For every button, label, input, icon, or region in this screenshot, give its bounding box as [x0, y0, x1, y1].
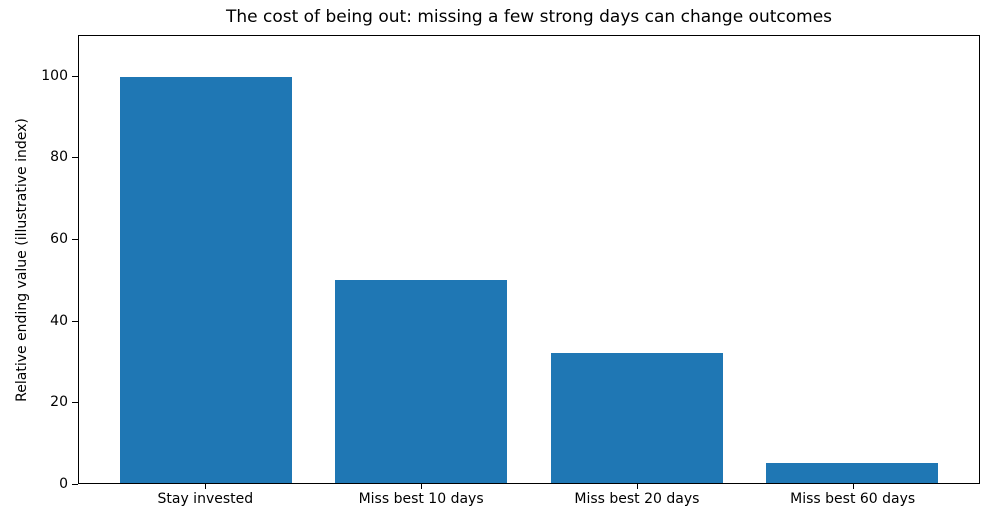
x-tick-label-miss-best-60-days: Miss best 60 days — [790, 491, 916, 507]
x-tick-label-miss-best-20-days: Miss best 20 days — [574, 491, 700, 507]
x-tick-mark — [421, 484, 423, 489]
y-tick-label: 20 — [50, 394, 68, 411]
x-tick-mark — [852, 484, 854, 489]
y-tick-mark — [72, 157, 78, 159]
bar-miss-best-20-days — [550, 352, 723, 483]
bar-stay-invested — [119, 76, 293, 483]
y-tick-label: 0 — [59, 476, 68, 492]
chart-title: The cost of being out: missing a few str… — [225, 7, 833, 27]
plot-area — [78, 35, 980, 484]
y-tick-mark — [72, 239, 78, 241]
x-tick-mark — [636, 484, 638, 489]
y-tick-label: 60 — [50, 231, 68, 248]
y-tick-mark — [72, 484, 78, 485]
y-tick-label: 100 — [41, 67, 68, 84]
y-axis-label: Relative ending value (illustrative inde… — [14, 118, 30, 402]
x-tick-label-miss-best-10-days: Miss best 10 days — [358, 491, 484, 507]
y-tick-mark — [72, 402, 78, 404]
bar-miss-best-60-days — [765, 462, 939, 483]
bar-miss-best-10-days — [335, 279, 508, 483]
y-tick-mark — [72, 75, 78, 77]
x-tick-label-stay-invested: Stay invested — [157, 491, 254, 507]
y-tick-mark — [72, 320, 78, 322]
y-tick-label: 80 — [50, 149, 68, 166]
y-tick-label: 40 — [50, 312, 68, 329]
x-tick-mark — [205, 484, 207, 489]
